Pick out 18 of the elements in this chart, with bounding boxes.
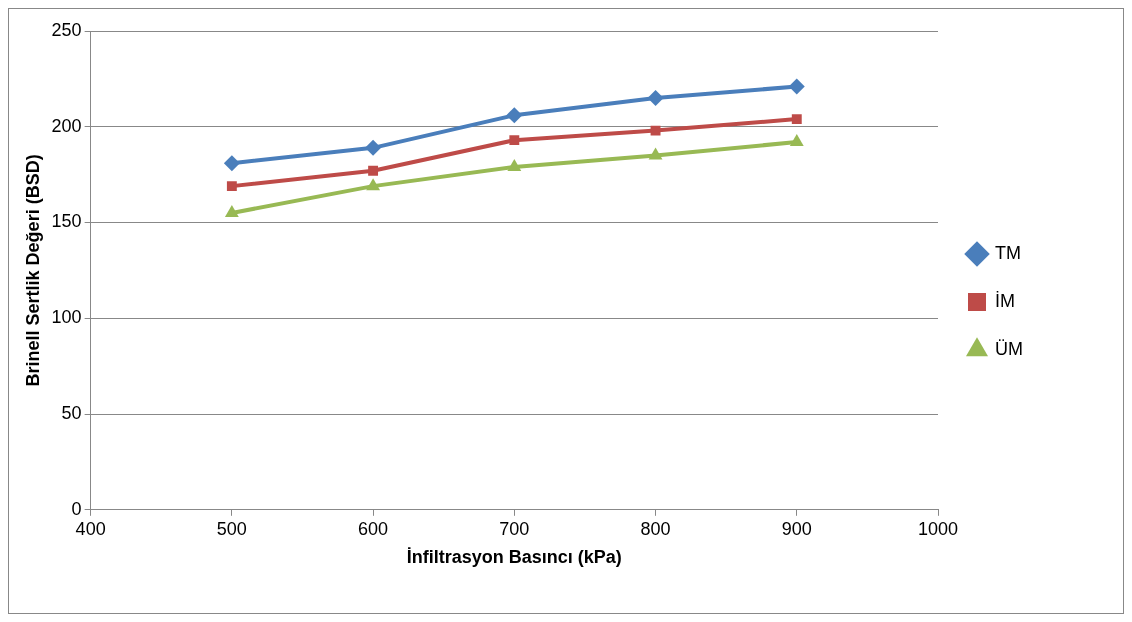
x-tick-label: 1000 xyxy=(917,518,959,539)
x-tick-label: 800 xyxy=(640,518,671,539)
x-tick-label: 500 xyxy=(216,518,247,539)
x-tick-label: 900 xyxy=(781,518,812,539)
y-axis-title: Brinell Sertlik Değeri (BSD) xyxy=(22,154,43,387)
x-tick-label: 700 xyxy=(499,518,530,539)
x-axis-title: İnfiltrasyon Basıncı (kPa) xyxy=(406,547,622,568)
y-tick-label: 50 xyxy=(61,403,82,424)
y-tick-label: 200 xyxy=(51,115,82,136)
y-tick-label: 250 xyxy=(51,19,82,40)
legend-label: İM xyxy=(995,290,1016,311)
x-tick-label: 600 xyxy=(358,518,389,539)
y-tick-label: 150 xyxy=(51,211,82,232)
y-tick-label: 0 xyxy=(71,498,82,519)
legend-label: TM xyxy=(995,242,1022,263)
x-tick-label: 400 xyxy=(75,518,106,539)
y-tick-label: 100 xyxy=(51,307,82,328)
legend-label: ÜM xyxy=(995,338,1024,359)
